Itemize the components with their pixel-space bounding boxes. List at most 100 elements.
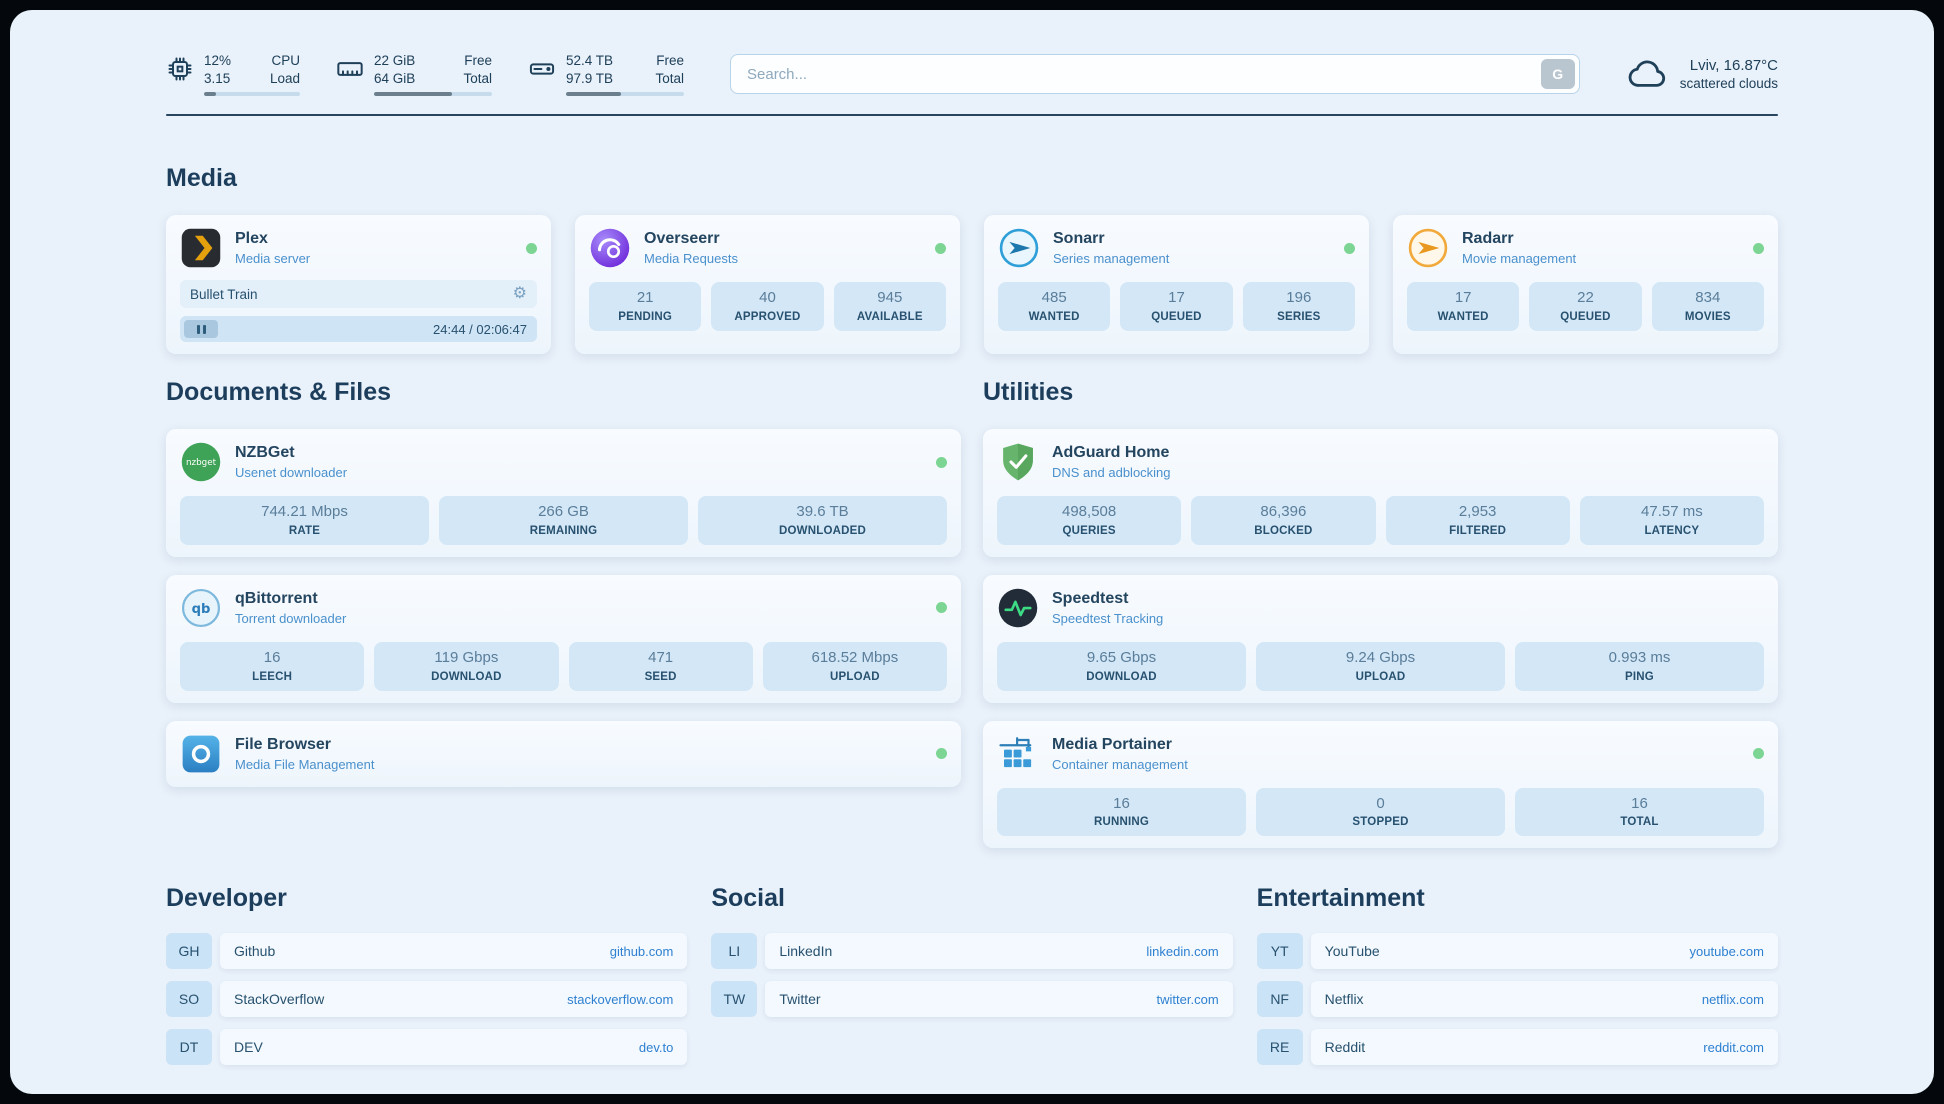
memory-free-label: Free — [464, 53, 492, 68]
weather-description: scattered clouds — [1679, 76, 1778, 92]
bookmark-github[interactable]: GH Github github.com — [166, 933, 688, 970]
search-bar: G — [730, 54, 1580, 95]
stat-box: 40 APPROVED — [711, 282, 824, 331]
stat-box: 618.52 Mbps UPLOAD — [762, 641, 947, 691]
nzbget-icon: nzbget — [180, 441, 222, 483]
service-card-qbittorrent[interactable]: qb qBittorrent Torrent downloader 16 LEE… — [166, 574, 961, 703]
service-card-plex[interactable]: Plex Media server Bullet Train ⚙ 24:44 /… — [166, 215, 551, 355]
stat-box: 16 TOTAL — [1515, 787, 1764, 837]
bookmark-url: netflix.com — [1701, 991, 1764, 1007]
stat-box: 0.993 ms PING — [1515, 641, 1764, 691]
section-title-entertainment: Entertainment — [1256, 884, 1425, 913]
playback-progress-bar[interactable]: 24:44 / 02:06:47 — [180, 316, 537, 343]
bookmark-url: github.com — [609, 943, 674, 959]
service-card-radarr[interactable]: Radarr Movie management 17 WANTED 22 QUE… — [1393, 215, 1778, 355]
plex-icon — [180, 227, 222, 269]
stat-box: 945 AVAILABLE — [833, 282, 946, 331]
bookmark-linkedin[interactable]: LI LinkedIn linkedin.com — [711, 933, 1233, 970]
section-media: Media Plex Media server — [166, 164, 1778, 355]
status-dot — [936, 748, 947, 760]
service-card-adguard[interactable]: AdGuard Home DNS and adblocking 498,508 … — [983, 429, 1778, 557]
search-input[interactable] — [730, 54, 1580, 95]
service-card-portainer[interactable]: Media Portainer Container management 16 … — [983, 720, 1778, 849]
bookmark-url: twitter.com — [1156, 991, 1219, 1007]
service-name: Plex — [235, 230, 268, 248]
gear-icon[interactable]: ⚙ — [512, 285, 527, 303]
bookmark-netflix[interactable]: NF Netflix netflix.com — [1256, 981, 1778, 1018]
filebrowser-icon — [180, 733, 222, 775]
disk-total-label: Total — [655, 70, 684, 86]
now-playing-title: Bullet Train — [190, 286, 258, 302]
stat-box: 17 QUEUED — [1120, 282, 1233, 331]
bookmark-twitter[interactable]: TW Twitter twitter.com — [711, 981, 1233, 1018]
memory-progress-bar — [374, 92, 492, 97]
status-dot — [526, 242, 537, 254]
service-card-overseerr[interactable]: Overseerr Media Requests 21 PENDING 40 A… — [575, 215, 960, 355]
bookmark-url: linkedin.com — [1146, 943, 1219, 959]
memory-free-value: 22 GiB — [374, 53, 416, 68]
section-title-documents: Documents & Files — [166, 378, 392, 407]
section-utilities: Utilities AdGuard Home — [983, 378, 1778, 849]
bookmark-name: YouTube — [1324, 943, 1380, 960]
cpu-widget: 12% CPU 3.15 Load — [166, 52, 300, 97]
bookmark-name: StackOverflow — [234, 991, 325, 1008]
service-card-nzbget[interactable]: nzbget NZBGet Usenet downloader 744.21 M… — [166, 429, 961, 557]
memory-total-label: Total — [463, 70, 492, 86]
stat-box: 22 QUEUED — [1529, 282, 1642, 331]
adguard-icon — [997, 441, 1039, 483]
bookmark-stackoverflow[interactable]: SO StackOverflow stackoverflow.com — [166, 981, 688, 1018]
bookmark-group-entertainment: Entertainment YT YouTube youtube.com NF … — [1256, 884, 1778, 1077]
service-card-speedtest[interactable]: Speedtest Speedtest Tracking 9.65 Gbps D… — [983, 574, 1778, 703]
stat-box: 21 PENDING — [589, 282, 702, 331]
stat-box: 196 SERIES — [1242, 282, 1355, 331]
disk-widget: 52.4 TB Free 97.9 TB Total — [528, 52, 684, 97]
search-provider-button[interactable]: G — [1540, 59, 1575, 90]
sonarr-icon — [998, 227, 1040, 269]
bookmark-youtube[interactable]: YT YouTube youtube.com — [1256, 933, 1778, 970]
stat-box: 39.6 TB DOWNLOADED — [698, 496, 947, 545]
stat-box: 471 SEED — [568, 641, 753, 691]
cpu-usage-value: 12% — [204, 53, 232, 68]
bookmark-name: LinkedIn — [779, 943, 833, 960]
service-card-filebrowser[interactable]: File Browser Media File Management — [166, 720, 961, 787]
bookmark-dev[interactable]: DT DEV dev.to — [166, 1029, 688, 1066]
service-name: File Browser — [235, 735, 332, 753]
qbittorrent-icon: qb — [180, 587, 222, 629]
disk-free-label: Free — [656, 53, 684, 68]
bookmark-abbr: SO — [166, 981, 212, 1018]
service-description: Speedtest Tracking — [1052, 610, 1164, 626]
stat-box: 16 RUNNING — [997, 787, 1246, 837]
service-description: Media File Management — [235, 756, 375, 772]
topbar-divider — [166, 114, 1778, 117]
bookmark-reddit[interactable]: RE Reddit reddit.com — [1256, 1029, 1778, 1066]
pause-button[interactable] — [184, 320, 218, 339]
service-description: Usenet downloader — [235, 465, 348, 481]
playback-time: 24:44 / 02:06:47 — [433, 321, 527, 337]
section-title-developer: Developer — [166, 884, 287, 913]
bookmark-abbr: RE — [1256, 1029, 1303, 1066]
section-title-media: Media — [166, 164, 237, 193]
service-card-sonarr[interactable]: Sonarr Series management 485 WANTED 17 Q… — [984, 215, 1369, 355]
memory-widget: 22 GiB Free 64 GiB Total — [336, 52, 492, 97]
service-name: NZBGet — [235, 444, 295, 462]
status-dot — [936, 602, 947, 614]
memory-icon — [336, 55, 364, 83]
cpu-progress-bar — [204, 92, 300, 97]
svg-text:nzbget: nzbget — [186, 458, 217, 468]
disk-progress-bar — [566, 92, 684, 97]
service-description: Media server — [235, 251, 311, 267]
resource-widgets: 12% CPU 3.15 Load — [166, 52, 684, 97]
status-dot — [1753, 748, 1764, 760]
service-name: Speedtest — [1052, 589, 1129, 607]
weather-location: Lviv, 16.87°C — [1689, 57, 1778, 75]
disk-icon — [528, 55, 556, 83]
stat-box: 2,953 FILTERED — [1385, 496, 1570, 545]
weather-widget: Lviv, 16.87°C scattered clouds — [1626, 53, 1778, 95]
service-name: Radarr — [1462, 230, 1514, 248]
svg-text:qb: qb — [192, 602, 211, 617]
disk-total-value: 97.9 TB — [566, 70, 614, 86]
stat-box: 119 Gbps DOWNLOAD — [374, 641, 559, 691]
cloud-icon — [1626, 53, 1668, 95]
status-dot — [936, 456, 947, 468]
service-description: DNS and adblocking — [1052, 465, 1171, 481]
